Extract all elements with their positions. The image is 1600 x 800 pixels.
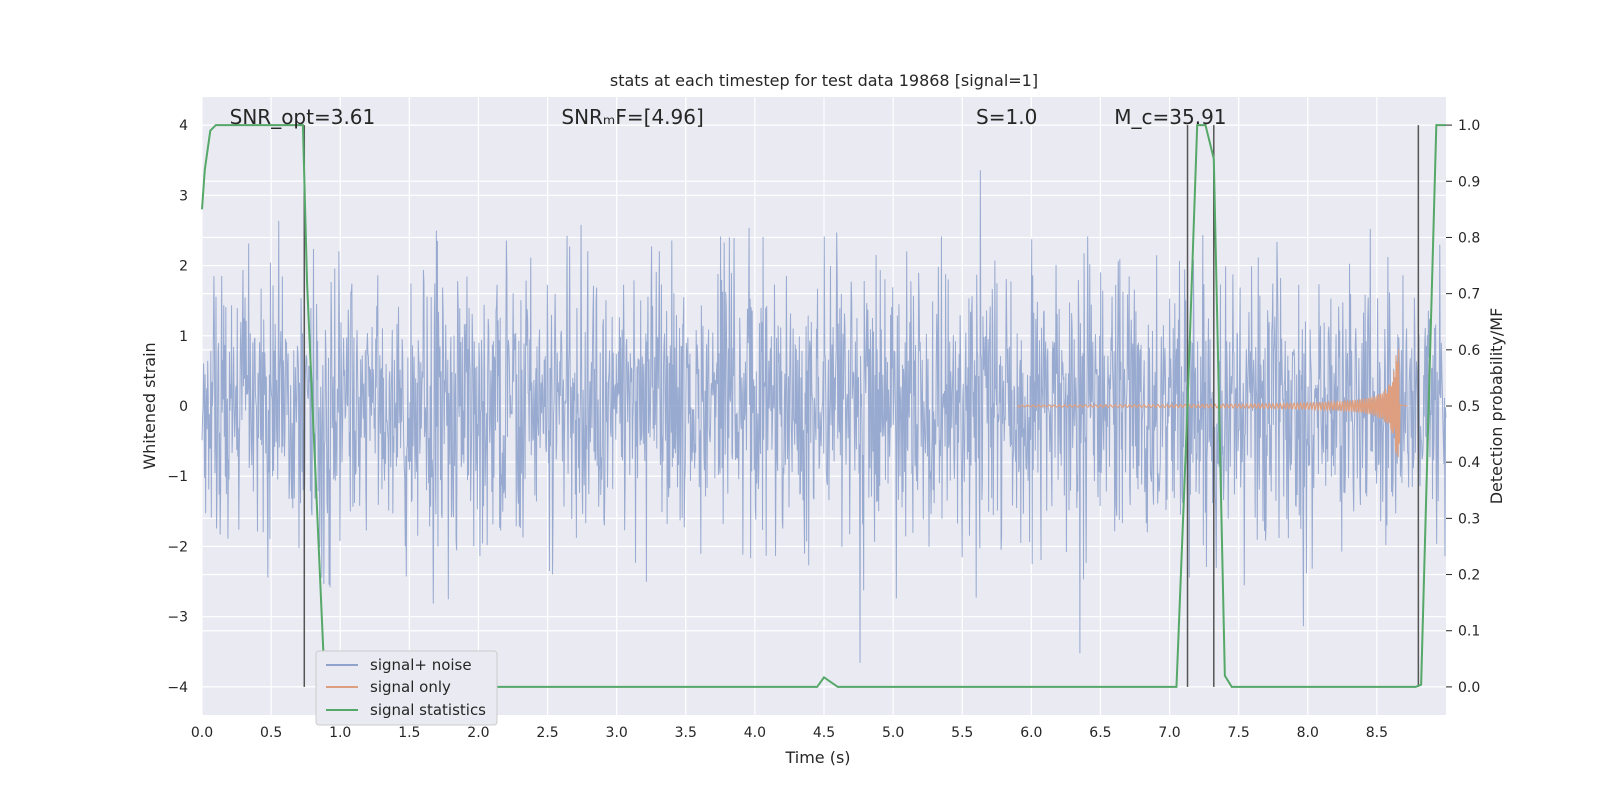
x-tick-label: 5.0	[882, 725, 904, 741]
x-tick-label: 4.0	[744, 725, 766, 741]
y-tick-label-right: 1.0	[1458, 118, 1480, 134]
x-tick-label: 0.5	[260, 725, 282, 741]
y-tick-label-right: 0.9	[1458, 174, 1480, 190]
y-tick-label-right: 0.4	[1458, 455, 1480, 471]
y-tick-label-right: 0.0	[1458, 680, 1480, 696]
legend-box	[315, 650, 498, 726]
x-ticks: 0.0 0.5 1.0 1.5 2.0 2.5 3.0 3.5 4.0 4.5 5.0 5.5 6.0 6…	[191, 725, 1388, 741]
y-tick-label-right: 0.5	[1458, 399, 1480, 415]
x-tick-label: 1.0	[329, 725, 351, 741]
y-axis-label-right: Detection probability/MF	[1487, 308, 1506, 505]
annotation-text: M_c=35.91	[1114, 105, 1226, 129]
x-tick-label: 2.0	[467, 725, 489, 741]
y-tick-label: 4	[179, 118, 188, 134]
annotation-text: S=1.0	[976, 105, 1037, 129]
signal-only-series	[1017, 349, 1408, 458]
y-ticks-left: 4 3 2 1 0 −1 −2 −3 −4	[167, 118, 188, 696]
y-tick-label: 2	[179, 259, 188, 275]
legend-label-signal-statistics: signal statistics	[370, 701, 486, 719]
chart-title: stats at each timestep for test data 198…	[610, 71, 1038, 90]
y-axis-label: Whitened strain	[140, 342, 159, 469]
x-tick-label: 3.5	[675, 725, 697, 741]
y-tick-label: 1	[179, 329, 188, 345]
x-tick-label: 7.5	[1228, 725, 1250, 741]
signal-statistics-series	[201, 124, 1446, 688]
x-tick-label: 5.5	[951, 725, 973, 741]
x-axis-label: Time (s)	[784, 748, 850, 767]
y-tick-label: −4	[167, 680, 188, 696]
y-tick-label-right: 0.1	[1458, 624, 1480, 640]
legend-label-signal-only: signal only	[370, 678, 451, 696]
signal-only-line	[1017, 349, 1408, 458]
annotation-text: SNRₘF=[4.96]	[561, 105, 703, 129]
x-tick-label: 4.5	[813, 725, 835, 741]
legend-label-signal-noise: signal+ noise	[370, 656, 472, 674]
annotation-text: SNR_opt=3.61	[230, 105, 376, 129]
annotations: SNR_opt=3.61 SNRₘF=[4.96] S=1.0 M_c=35.91	[230, 105, 1227, 129]
x-tick-label: 0.0	[191, 725, 213, 741]
x-tick-label: 2.5	[536, 725, 558, 741]
y-tick-label-right: 0.2	[1458, 568, 1480, 584]
y-tick-label: 3	[179, 188, 188, 204]
y-tick-label-right: 0.3	[1458, 511, 1480, 527]
x-tick-label: 7.0	[1158, 725, 1180, 741]
y-ticks-right: 1.0 0.9 0.8 0.7 0.6 0.5 0.4 0.3 0.2 0.1 0.0	[1446, 118, 1480, 696]
x-tick-label: 3.0	[606, 725, 628, 741]
x-tick-label: 6.0	[1020, 725, 1042, 741]
y-tick-label: −1	[167, 469, 188, 485]
y-tick-label: −3	[167, 610, 188, 626]
signal-statistics-line	[201, 124, 1446, 688]
signal-noise-line	[201, 170, 1447, 663]
y-tick-label: 0	[179, 399, 188, 415]
y-tick-label-right: 0.7	[1458, 287, 1480, 303]
y-tick-label: −2	[167, 539, 188, 555]
signal-noise-series	[201, 170, 1447, 663]
x-tick-label: 8.0	[1297, 725, 1319, 741]
x-tick-label: 6.5	[1089, 725, 1111, 741]
x-tick-label: 1.5	[398, 725, 420, 741]
y-tick-label-right: 0.8	[1458, 230, 1480, 246]
legend: signal+ noise signal only signal statist…	[315, 650, 498, 726]
x-tick-label: 8.5	[1366, 725, 1388, 741]
y-tick-label-right: 0.6	[1458, 343, 1480, 359]
